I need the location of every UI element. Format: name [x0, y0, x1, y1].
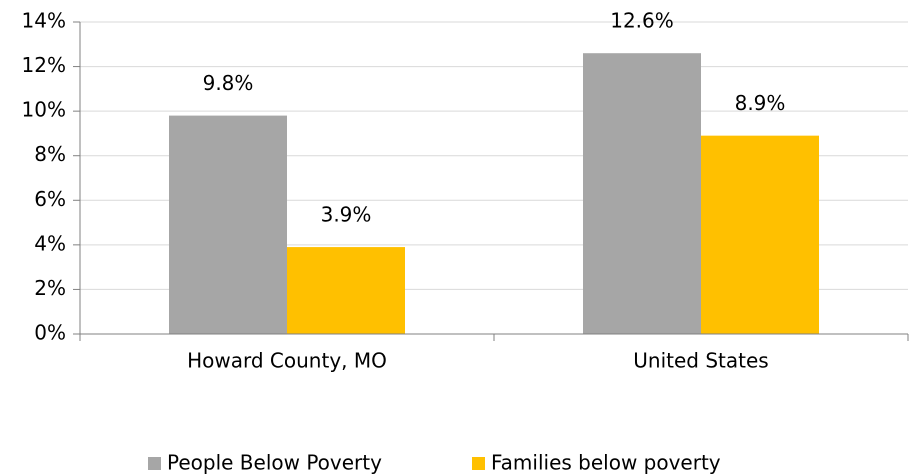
- y-tick-label: 0%: [34, 321, 66, 345]
- value-label: 8.9%: [735, 91, 786, 115]
- y-tick-label: 8%: [34, 142, 66, 166]
- bar: [287, 247, 405, 334]
- value-label: 9.8%: [203, 71, 254, 95]
- y-tick-label: 2%: [34, 276, 66, 300]
- bar: [583, 53, 701, 334]
- y-tick-label: 12%: [22, 53, 66, 77]
- legend-swatch: [472, 457, 485, 470]
- legend-label: Families below poverty: [491, 451, 721, 475]
- y-tick-label: 10%: [22, 98, 66, 122]
- x-tick-label: United States: [633, 349, 768, 373]
- y-tick-label: 6%: [34, 187, 66, 211]
- bar: [701, 135, 819, 334]
- value-label: 3.9%: [321, 203, 372, 227]
- legend-label: People Below Poverty: [167, 451, 382, 475]
- value-label: 12.6%: [610, 9, 674, 33]
- y-tick-label: 14%: [22, 9, 66, 33]
- legend-swatch: [148, 457, 161, 470]
- y-tick-label: 4%: [34, 231, 66, 255]
- x-tick-label: Howard County, MO: [187, 349, 387, 373]
- bar: [169, 115, 287, 334]
